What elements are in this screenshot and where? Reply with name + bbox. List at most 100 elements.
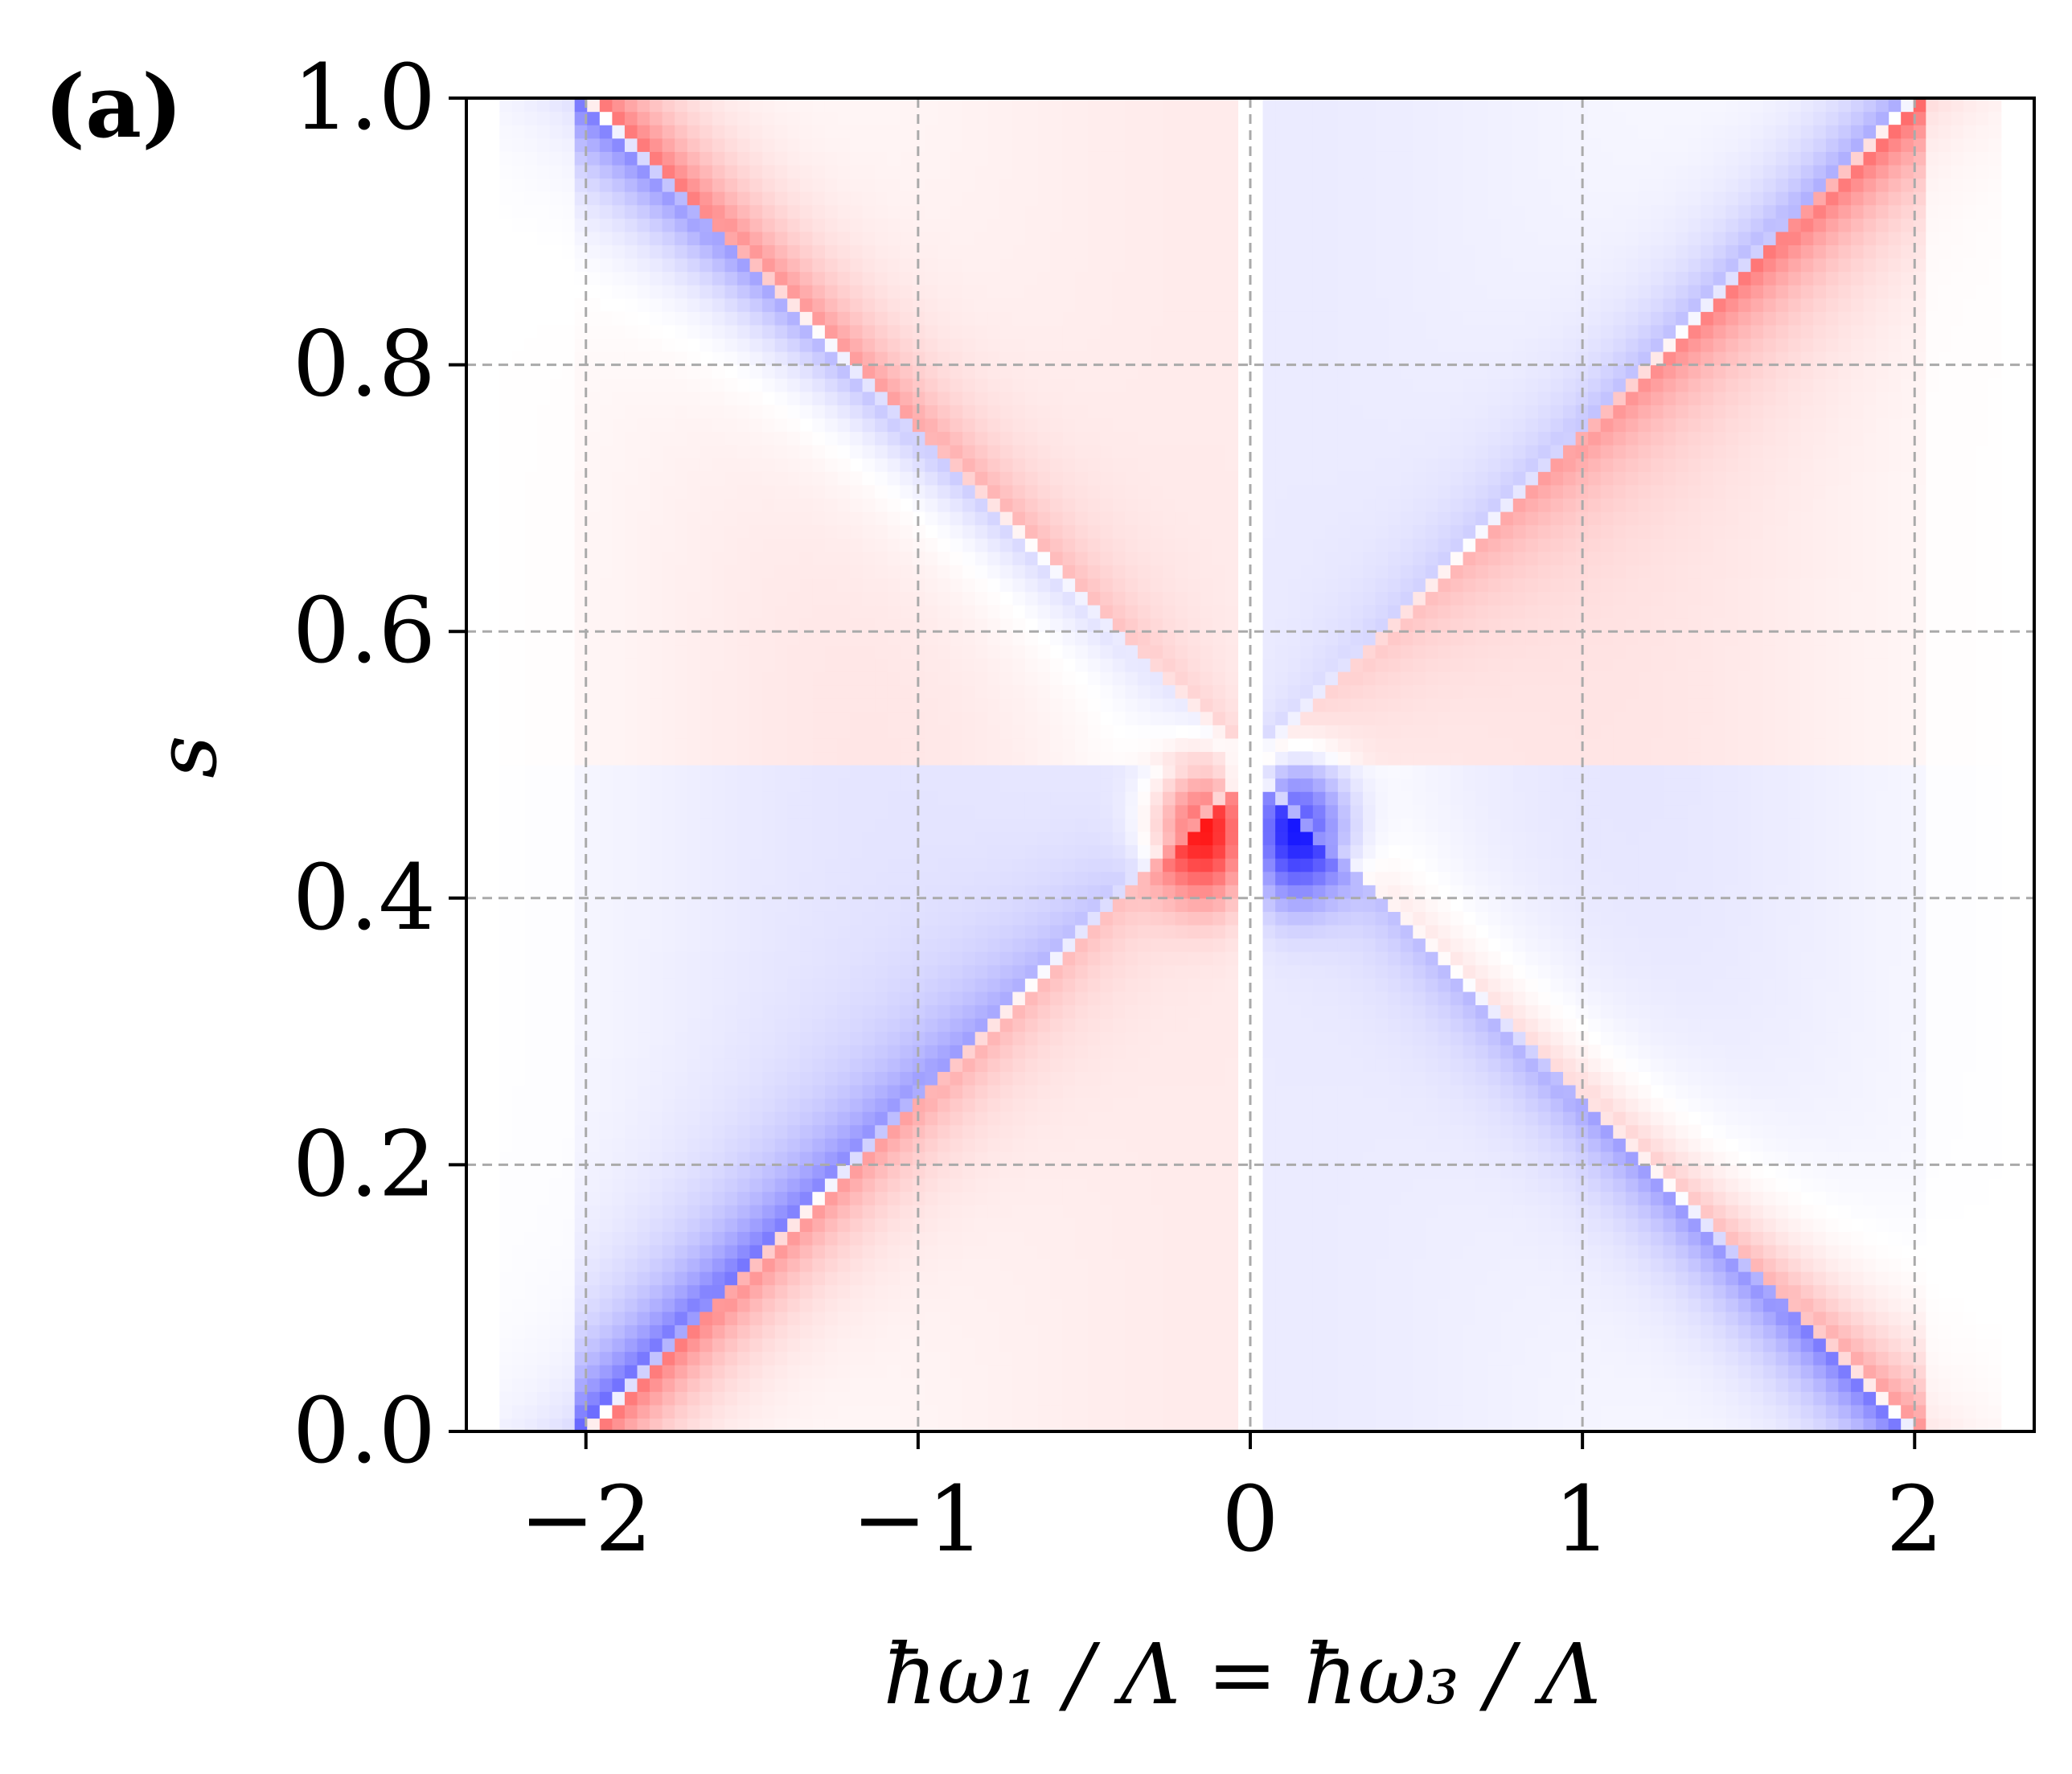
heatmap-cell <box>1312 1418 1326 1432</box>
heatmap-cell <box>1676 1018 1689 1033</box>
heatmap-cell <box>612 1284 626 1299</box>
heatmap-cell <box>1850 1378 1865 1392</box>
heatmap-cell <box>1275 1378 1289 1392</box>
heatmap-cell <box>1725 1084 1739 1099</box>
heatmap-cell <box>1863 1271 1877 1286</box>
heatmap-cell <box>1337 911 1352 926</box>
heatmap-cell <box>1750 1391 1764 1406</box>
heatmap-cell <box>662 1337 675 1353</box>
heatmap-cell <box>1375 1218 1389 1232</box>
heatmap-cell <box>1876 1018 1889 1033</box>
heatmap-cell <box>1738 858 1752 873</box>
heatmap-cell <box>574 1098 588 1112</box>
heatmap-cell <box>1663 1124 1676 1139</box>
heatmap-cell <box>1638 1351 1651 1365</box>
heatmap-cell <box>1763 897 1777 912</box>
heatmap-cell <box>1125 1138 1139 1152</box>
heatmap-cell <box>1100 924 1114 939</box>
heatmap-cell <box>1500 1164 1514 1179</box>
heatmap-cell <box>1838 1298 1852 1312</box>
heatmap-cell <box>624 1391 638 1406</box>
heatmap-cell <box>1600 897 1614 912</box>
heatmap-cell <box>1300 1098 1314 1112</box>
heatmap-cell <box>1938 964 1952 979</box>
heatmap-cell <box>1450 1324 1464 1339</box>
heatmap-cell <box>1012 871 1026 885</box>
heatmap-cell <box>650 978 663 992</box>
heatmap-cell <box>1463 871 1476 885</box>
heatmap-cell <box>724 951 738 966</box>
heatmap-cell <box>549 1244 563 1259</box>
heatmap-cell <box>1963 1418 1977 1432</box>
heatmap-cell <box>1701 1218 1714 1232</box>
heatmap-cell <box>774 1018 788 1033</box>
heatmap-cell <box>999 1138 1013 1152</box>
heatmap-cell <box>537 951 551 966</box>
heatmap-cell <box>850 951 864 966</box>
heatmap-cell <box>1625 924 1639 939</box>
heatmap-cell <box>724 1018 738 1033</box>
heatmap-cell <box>900 858 913 873</box>
heatmap-cell <box>1287 1098 1301 1112</box>
heatmap-cell <box>1450 1191 1464 1205</box>
heatmap-cell <box>1062 1018 1076 1033</box>
heatmap-cell <box>1713 1271 1726 1286</box>
heatmap-cell <box>837 1045 851 1059</box>
heatmap-cell <box>1413 1218 1426 1232</box>
heatmap-cell <box>1400 1098 1413 1112</box>
heatmap-cell <box>1725 871 1739 885</box>
heatmap-cell <box>1400 1057 1413 1072</box>
heatmap-cell <box>1388 1071 1401 1086</box>
heatmap-cell <box>1337 1151 1352 1165</box>
heatmap-cell <box>1225 885 1239 899</box>
heatmap-cell <box>1788 1391 1802 1406</box>
heatmap-cell <box>662 1378 675 1392</box>
heatmap-cell <box>1438 1231 1451 1246</box>
heatmap-cell <box>950 978 963 992</box>
heatmap-cell <box>1663 1084 1676 1099</box>
heatmap-cell <box>499 1191 513 1205</box>
heatmap-cell <box>1425 1205 1439 1219</box>
heatmap-cell <box>1876 1084 1889 1099</box>
heatmap-cell <box>587 938 601 952</box>
heatmap-cell <box>549 1365 563 1379</box>
heatmap-cell <box>1388 951 1401 966</box>
heatmap-cell <box>537 1324 551 1339</box>
heatmap-cell <box>1100 1191 1114 1205</box>
heatmap-cell <box>1913 1124 1926 1139</box>
heatmap-cell <box>950 1365 963 1379</box>
heatmap-cell <box>774 871 788 885</box>
heatmap-cell <box>612 1151 626 1165</box>
heatmap-cell <box>1676 1337 1689 1353</box>
heatmap-cell <box>925 1111 938 1126</box>
heatmap-cell <box>736 1244 751 1259</box>
heatmap-cell <box>1350 1391 1364 1406</box>
heatmap-cell <box>511 1311 526 1325</box>
heatmap-cell <box>999 858 1013 873</box>
heatmap-cell <box>999 1351 1013 1365</box>
heatmap-cell <box>1963 991 1977 1006</box>
heatmap-cell <box>1413 1138 1426 1152</box>
heatmap-cell <box>736 1231 751 1246</box>
heatmap-cell <box>1625 1031 1639 1045</box>
heatmap-cell <box>1388 924 1401 939</box>
heatmap-cell <box>1475 1045 1489 1059</box>
heatmap-cell <box>1475 1191 1489 1205</box>
heatmap-cell <box>1188 1218 1201 1232</box>
heatmap-cell <box>812 1324 826 1339</box>
heatmap-cell <box>1388 1205 1401 1219</box>
heatmap-cell <box>1425 1337 1439 1353</box>
heatmap-cell <box>1275 1177 1289 1193</box>
heatmap-cell <box>1425 1164 1439 1179</box>
heatmap-cell <box>524 1177 538 1193</box>
heatmap-cell <box>675 991 688 1006</box>
heatmap-cell <box>875 1271 888 1286</box>
heatmap-cell <box>875 1337 888 1353</box>
heatmap-cell <box>599 1018 613 1033</box>
heatmap-cell <box>1588 991 1602 1006</box>
heatmap-cell <box>1325 1111 1339 1126</box>
heatmap-cell <box>675 1391 688 1406</box>
heatmap-cell <box>1888 951 1902 966</box>
heatmap-cell <box>1676 1205 1689 1219</box>
heatmap-cell <box>1350 1018 1364 1033</box>
